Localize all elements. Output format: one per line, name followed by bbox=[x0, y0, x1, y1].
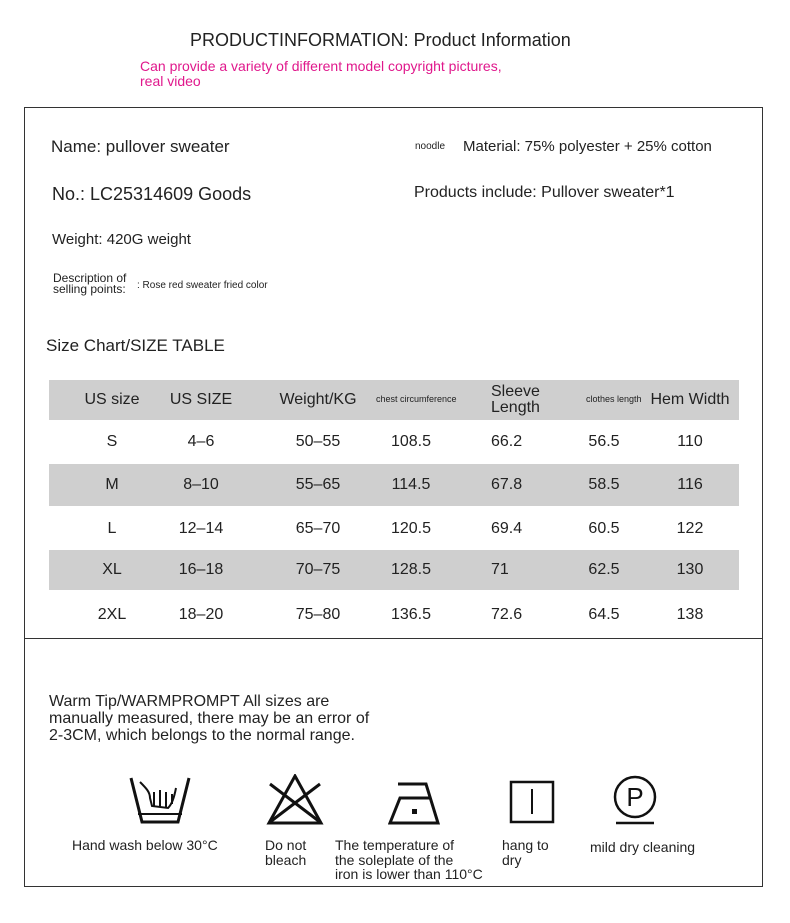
table-cell: 108.5 bbox=[390, 433, 432, 450]
table-cell: 75–80 bbox=[295, 606, 341, 623]
table-cell: 70–75 bbox=[295, 561, 341, 578]
care-label-line: bleach bbox=[265, 851, 307, 868]
table-row: L 12–14 65–70 120.5 69.4 60.5 122 bbox=[49, 508, 739, 550]
subtitle-line: real video bbox=[140, 73, 201, 89]
table-cell: 18–20 bbox=[178, 606, 224, 623]
care-label-line: Hand wash below 30°C bbox=[72, 837, 218, 853]
description-value: : Rose red sweater fried color bbox=[137, 280, 268, 291]
care-label-line: dry bbox=[502, 851, 522, 868]
table-cell: 64.5 bbox=[588, 606, 620, 623]
table-cell: 71 bbox=[491, 561, 509, 578]
table-cell: 122 bbox=[676, 520, 704, 537]
table-row: 2XL 18–20 75–80 136.5 72.6 64.5 138 bbox=[49, 594, 739, 636]
table-cell: 50–55 bbox=[295, 433, 341, 450]
products-include: Products include: Pullover sweater*1 bbox=[414, 184, 675, 201]
table-cell: 114.5 bbox=[391, 476, 431, 493]
product-name: Name: pullover sweater bbox=[51, 137, 230, 156]
description-label: Description of selling points: bbox=[53, 271, 127, 296]
care-label-line: mild dry cleaning bbox=[590, 839, 696, 855]
care-label-line: The temperature of bbox=[335, 837, 455, 853]
table-cell: L bbox=[107, 520, 117, 537]
label-line: selling points: bbox=[53, 282, 126, 296]
table-cell: S bbox=[106, 433, 118, 450]
care-label: mild dry cleaning bbox=[590, 840, 695, 855]
table-cell: 130 bbox=[676, 561, 704, 578]
tip-line: manually measured, there may be an error… bbox=[49, 710, 370, 727]
iron-low-icon bbox=[388, 782, 441, 825]
table-cell: 66.2 bbox=[491, 433, 523, 450]
tip-line: 2-3CM, which belongs to the normal range… bbox=[49, 727, 355, 744]
dry-clean-p-icon: P bbox=[613, 775, 657, 825]
care-label: Hand wash below 30°C bbox=[72, 838, 218, 853]
hang-dry-icon bbox=[509, 780, 555, 824]
table-cell: 116 bbox=[677, 476, 703, 493]
table-cell: 62.5 bbox=[588, 561, 620, 578]
care-label-line: the soleplate of the bbox=[335, 851, 454, 868]
hand-wash-icon bbox=[129, 777, 191, 824]
care-label-line: iron is lower than 110°C bbox=[335, 866, 483, 883]
table-cell: 60.5 bbox=[588, 520, 620, 537]
table-cell: M bbox=[105, 476, 119, 493]
table-cell: 12–14 bbox=[178, 520, 224, 537]
warm-tip: Warm Tip/WARMPROMPT All sizes are manuall… bbox=[49, 693, 369, 744]
table-row: M 8–10 55–65 114.5 67.8 58.5 116 bbox=[49, 464, 739, 506]
table-cell: 65–70 bbox=[295, 520, 341, 537]
noodle-label: noodle bbox=[415, 141, 446, 152]
tip-line: Warm Tip/WARMPROMPT All sizes are bbox=[49, 693, 330, 710]
table-cell: 128.5 bbox=[390, 561, 432, 578]
table-cell: 58.5 bbox=[588, 476, 620, 493]
table-row: S 4–6 50–55 108.5 66.2 56.5 110 bbox=[49, 420, 739, 464]
table-header-cell: chest circumference bbox=[376, 394, 457, 405]
table-cell: 136.5 bbox=[390, 606, 432, 623]
size-chart-title: Size Chart/SIZE TABLE bbox=[46, 336, 225, 355]
table-row: XL 16–18 70–75 128.5 71 62.5 130 bbox=[49, 550, 739, 590]
no-bleach-icon bbox=[266, 774, 324, 825]
table-header-cell: Weight/KG bbox=[279, 391, 357, 408]
info-frame bbox=[24, 107, 763, 887]
subtitle: Can provide a variety of different model… bbox=[140, 59, 502, 89]
care-label: The temperature of the soleplate of the ir… bbox=[335, 838, 483, 882]
table-header-cell: Sleeve Length bbox=[491, 383, 540, 416]
table-cell: 72.6 bbox=[491, 606, 523, 623]
table-cell: 110 bbox=[677, 433, 703, 450]
table-header-cell: US SIZE bbox=[169, 391, 233, 408]
care-label-line: hang to bbox=[502, 837, 549, 853]
table-cell: 56.5 bbox=[588, 433, 620, 450]
care-label: Do not bleach bbox=[265, 838, 306, 867]
table-cell: 2XL bbox=[97, 606, 127, 623]
divider bbox=[24, 638, 763, 639]
product-number: No.: LC25314609 Goods bbox=[52, 184, 252, 204]
table-cell: 138 bbox=[676, 606, 704, 623]
table-cell: 67.8 bbox=[491, 476, 523, 493]
label-line: Description of bbox=[53, 271, 127, 285]
table-header-cell: Hem Width bbox=[650, 391, 730, 408]
table-cell: 4–6 bbox=[187, 433, 215, 450]
care-label-line: Do not bbox=[265, 837, 307, 853]
table-cell: 55–65 bbox=[295, 476, 341, 493]
care-label: hang to dry bbox=[502, 838, 549, 867]
table-cell: 120.5 bbox=[390, 520, 432, 537]
table-header-cell: US size bbox=[84, 391, 140, 408]
svg-text:P: P bbox=[626, 782, 643, 812]
table-header-row: US size US SIZE Weight/KG chest circumferen… bbox=[49, 380, 739, 420]
table-cell: 16–18 bbox=[178, 561, 224, 578]
product-weight: Weight: 420G weight bbox=[52, 231, 191, 248]
table-cell: XL bbox=[102, 561, 122, 578]
material: Material: 75% polyester + 25% cotton bbox=[463, 138, 712, 155]
subtitle-line: Can provide a variety of different model… bbox=[140, 58, 502, 74]
table-cell: 69.4 bbox=[491, 520, 523, 537]
page-title: PRODUCTINFORMATION: Product Information bbox=[190, 30, 571, 50]
table-cell: 8–10 bbox=[183, 476, 219, 493]
table-header-cell: clothes length bbox=[586, 394, 642, 405]
